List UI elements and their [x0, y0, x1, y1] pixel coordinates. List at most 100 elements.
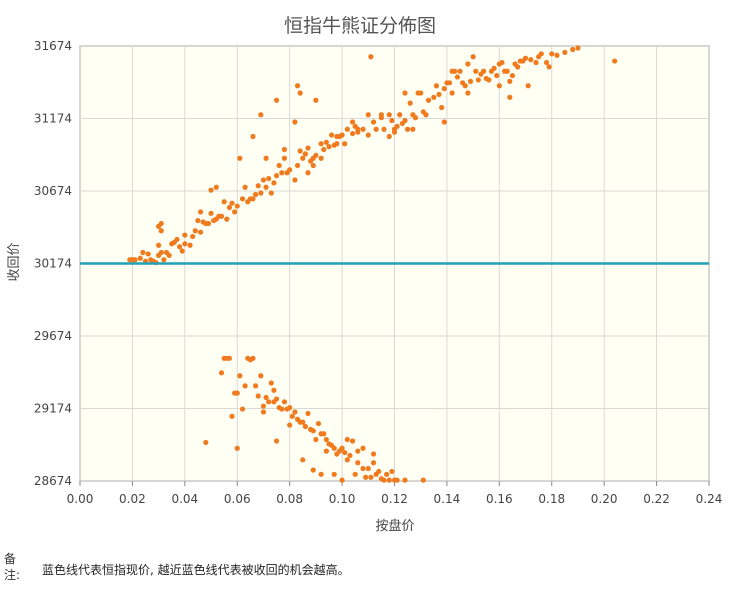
data-point — [195, 217, 201, 224]
data-point — [273, 97, 280, 103]
data-point — [349, 130, 356, 137]
data-point — [394, 477, 400, 483]
data-point — [239, 406, 246, 412]
y-tick-label: 30674 — [34, 184, 72, 198]
data-point — [179, 248, 185, 254]
data-point — [457, 68, 463, 74]
data-point — [266, 175, 272, 182]
data-point — [279, 406, 285, 412]
data-point — [454, 74, 460, 80]
data-point — [575, 45, 581, 51]
data-point — [281, 399, 288, 405]
data-point — [386, 112, 392, 118]
data-point — [145, 251, 151, 257]
data-point — [300, 457, 306, 463]
data-point — [329, 132, 335, 138]
data-point — [292, 119, 298, 125]
data-point — [213, 184, 219, 190]
data-point — [174, 236, 180, 243]
data-point — [365, 112, 371, 118]
data-point — [470, 54, 476, 60]
data-point — [242, 383, 248, 389]
data-point — [273, 396, 280, 402]
data-point — [349, 119, 356, 125]
data-point — [313, 436, 319, 443]
x-tick-label: 0.10 — [329, 492, 356, 506]
data-point — [313, 97, 319, 103]
x-tick-label: 0.04 — [171, 492, 198, 506]
data-point — [176, 244, 183, 250]
data-point — [234, 390, 240, 396]
x-tick-label: 0.00 — [67, 492, 94, 506]
y-tick-label: 31674 — [34, 39, 72, 53]
x-tick-label: 0.06 — [224, 492, 251, 506]
y-axis: 28674 29174 29674 30174 30674 31174 31674 — [34, 39, 72, 488]
data-point — [436, 91, 442, 98]
data-point — [370, 119, 377, 125]
data-point — [365, 132, 371, 138]
data-point — [496, 83, 502, 89]
data-point — [465, 90, 471, 96]
data-point — [402, 117, 408, 124]
data-point — [522, 55, 529, 61]
data-point — [287, 422, 293, 428]
data-point — [386, 133, 392, 140]
data-point — [263, 155, 269, 161]
data-point — [208, 210, 214, 216]
x-tick-label: 0.16 — [486, 492, 513, 506]
data-point — [326, 144, 332, 150]
data-point — [310, 467, 316, 473]
data-point — [349, 438, 356, 444]
data-point — [386, 477, 392, 483]
data-point — [197, 229, 204, 235]
data-point — [394, 123, 400, 129]
data-point — [192, 228, 198, 234]
data-point — [420, 477, 426, 483]
y-tick-label: 30174 — [34, 257, 72, 271]
data-point — [234, 203, 240, 209]
data-point — [462, 83, 468, 89]
data-point — [425, 97, 432, 103]
data-point — [378, 115, 384, 121]
data-point — [203, 439, 209, 446]
data-point — [250, 355, 256, 361]
data-point — [486, 77, 492, 83]
data-point — [166, 252, 172, 258]
data-point — [509, 72, 516, 79]
data-point — [381, 477, 387, 483]
x-tick-label: 0.12 — [381, 492, 408, 506]
data-point — [297, 90, 303, 96]
data-point — [391, 129, 398, 135]
data-point — [300, 419, 306, 425]
note-text: 蓝色线代表恒指现价, 越近蓝色线代表被收回的机会越高。 — [42, 563, 350, 577]
data-point — [446, 80, 453, 86]
data-point — [313, 152, 319, 158]
data-point — [410, 126, 416, 132]
data-point — [226, 204, 232, 211]
data-point — [415, 90, 421, 96]
data-point — [538, 51, 544, 57]
data-point — [494, 72, 500, 79]
data-point — [305, 170, 311, 176]
data-point — [368, 54, 374, 60]
data-point — [402, 477, 408, 483]
data-point — [355, 448, 361, 454]
data-point — [344, 436, 350, 443]
data-point — [323, 139, 329, 145]
data-point — [266, 399, 272, 405]
data-point — [339, 132, 345, 138]
data-point — [449, 68, 455, 74]
data-point — [405, 126, 411, 132]
x-tick-label: 0.08 — [276, 492, 303, 506]
y-tick-label: 31174 — [34, 112, 72, 126]
data-point — [528, 57, 534, 63]
x-tick-label: 0.22 — [643, 492, 670, 506]
data-point — [300, 155, 306, 161]
y-tick-label: 28674 — [34, 474, 72, 488]
data-point — [525, 83, 531, 89]
data-point — [389, 468, 395, 475]
x-tick-label: 0.02 — [119, 492, 146, 506]
data-point — [473, 68, 479, 74]
data-point — [237, 155, 243, 161]
data-point — [318, 141, 324, 147]
